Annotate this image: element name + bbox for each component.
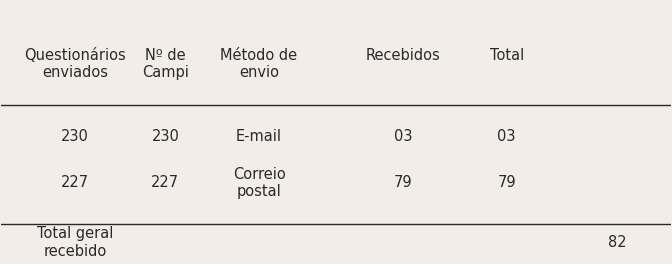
Text: Questionários
enviados: Questionários enviados — [24, 48, 126, 81]
Text: 79: 79 — [394, 175, 412, 190]
Text: 82: 82 — [607, 235, 626, 250]
Text: Nº de
Campi: Nº de Campi — [142, 48, 189, 81]
Text: Total geral
recebido: Total geral recebido — [37, 226, 113, 259]
Text: Correio
postal: Correio postal — [233, 167, 286, 199]
Text: Método de
envio: Método de envio — [220, 48, 298, 81]
Text: 03: 03 — [394, 129, 412, 144]
Text: Total: Total — [489, 48, 523, 63]
Text: 230: 230 — [61, 129, 89, 144]
Text: 227: 227 — [61, 175, 89, 190]
Text: 03: 03 — [497, 129, 516, 144]
Text: 79: 79 — [497, 175, 516, 190]
Text: 230: 230 — [151, 129, 179, 144]
Text: Recebidos: Recebidos — [366, 48, 440, 63]
Text: E-mail: E-mail — [236, 129, 282, 144]
Text: 227: 227 — [151, 175, 179, 190]
